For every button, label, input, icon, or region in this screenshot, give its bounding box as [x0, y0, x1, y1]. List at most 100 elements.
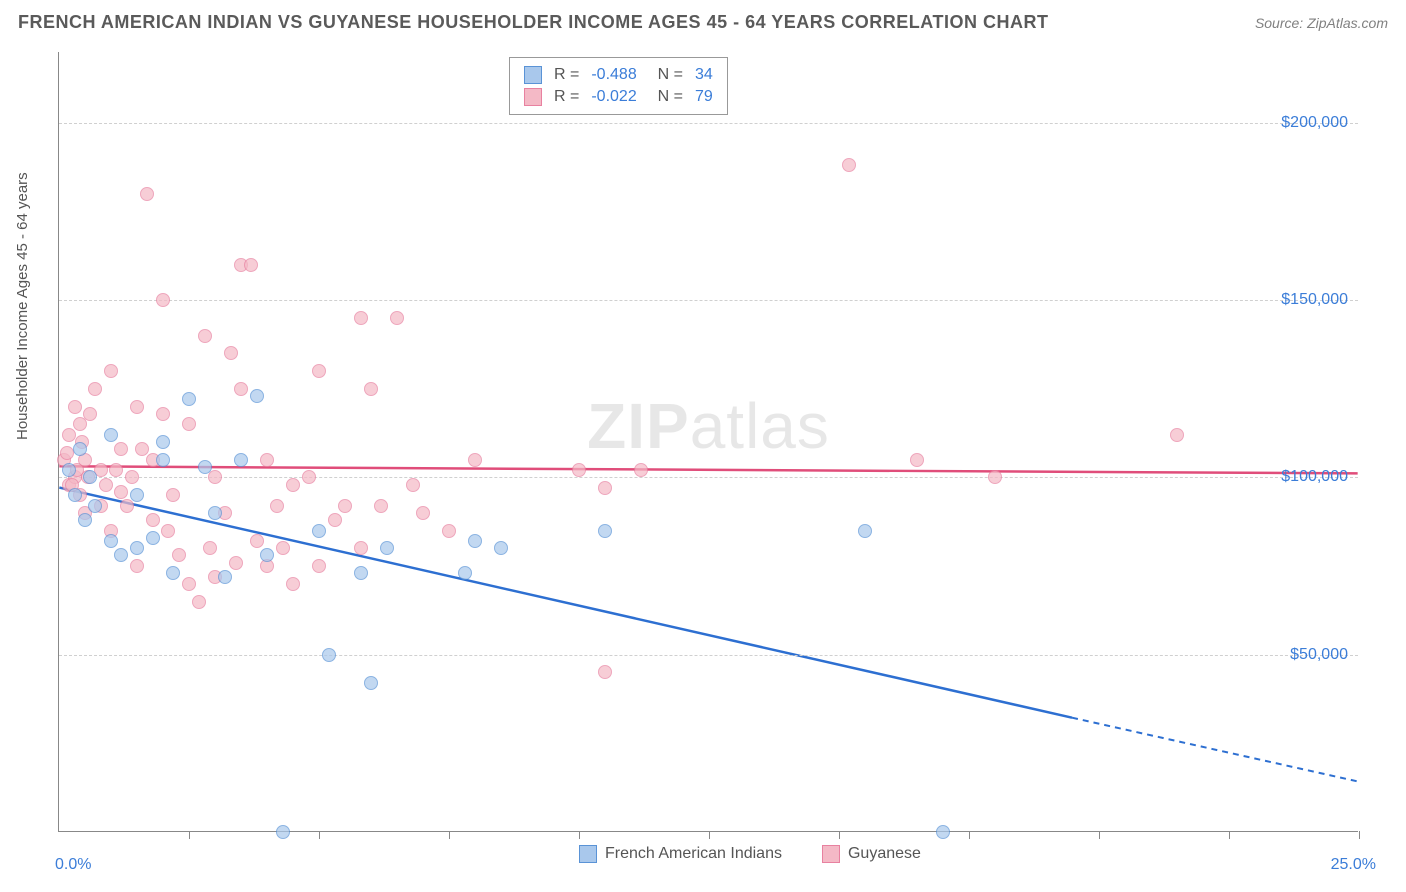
- gridline: [59, 123, 1358, 124]
- legend-swatch: [822, 845, 840, 863]
- data-point: [104, 428, 118, 442]
- data-point: [114, 442, 128, 456]
- data-point: [416, 506, 430, 520]
- data-point: [468, 453, 482, 467]
- data-point: [140, 187, 154, 201]
- legend-n-value: 79: [695, 88, 713, 106]
- data-point: [146, 531, 160, 545]
- legend-n-label: N =: [649, 66, 683, 84]
- gridline: [59, 477, 1358, 478]
- source-label: Source: ZipAtlas.com: [1255, 15, 1388, 31]
- data-point: [276, 825, 290, 839]
- legend-swatch: [579, 845, 597, 863]
- data-point: [374, 499, 388, 513]
- data-point: [494, 541, 508, 555]
- data-point: [198, 460, 212, 474]
- legend-r-label: R =: [554, 66, 579, 84]
- data-point: [406, 478, 420, 492]
- data-point: [224, 346, 238, 360]
- data-point: [166, 488, 180, 502]
- data-point: [442, 524, 456, 538]
- data-point: [73, 442, 87, 456]
- data-point: [62, 428, 76, 442]
- data-point: [598, 665, 612, 679]
- legend-r-value: -0.488: [591, 66, 636, 84]
- data-point: [99, 478, 113, 492]
- gridline: [59, 300, 1358, 301]
- data-point: [354, 541, 368, 555]
- data-point: [109, 463, 123, 477]
- data-point: [260, 453, 274, 467]
- x-tick: [449, 831, 450, 839]
- x-tick: [1359, 831, 1360, 839]
- data-point: [83, 470, 97, 484]
- legend-r-label: R =: [554, 88, 579, 106]
- data-point: [130, 488, 144, 502]
- data-point: [166, 566, 180, 580]
- chart-title: FRENCH AMERICAN INDIAN VS GUYANESE HOUSE…: [18, 12, 1048, 33]
- data-point: [130, 541, 144, 555]
- data-point: [229, 556, 243, 570]
- data-point: [208, 470, 222, 484]
- data-point: [312, 559, 326, 573]
- y-tick-label: $100,000: [1281, 468, 1348, 486]
- data-point: [250, 534, 264, 548]
- x-tick: [1229, 831, 1230, 839]
- data-point: [114, 548, 128, 562]
- legend-series-name: French American Indians: [605, 845, 782, 863]
- data-point: [156, 435, 170, 449]
- data-point: [135, 442, 149, 456]
- data-point: [328, 513, 342, 527]
- trend-line-extrapolated: [1072, 718, 1358, 782]
- data-point: [192, 595, 206, 609]
- data-point: [130, 559, 144, 573]
- data-point: [598, 481, 612, 495]
- data-point: [244, 258, 258, 272]
- data-point: [125, 470, 139, 484]
- data-point: [338, 499, 352, 513]
- x-axis-min: 0.0%: [55, 856, 91, 874]
- legend-n-value: 34: [695, 66, 713, 84]
- data-point: [312, 524, 326, 538]
- data-point: [218, 570, 232, 584]
- data-point: [182, 417, 196, 431]
- data-point: [858, 524, 872, 538]
- watermark: ZIPatlas: [587, 389, 830, 463]
- data-point: [104, 364, 118, 378]
- y-axis-label: Householder Income Ages 45 - 64 years: [14, 172, 31, 440]
- data-point: [354, 566, 368, 580]
- data-point: [156, 293, 170, 307]
- data-point: [364, 382, 378, 396]
- data-point: [172, 548, 186, 562]
- data-point: [276, 541, 290, 555]
- data-point: [286, 478, 300, 492]
- data-point: [250, 389, 264, 403]
- data-point: [130, 400, 144, 414]
- y-tick-label: $150,000: [1281, 291, 1348, 309]
- legend-swatch: [524, 66, 542, 84]
- gridline: [59, 655, 1358, 656]
- data-point: [114, 485, 128, 499]
- data-point: [322, 648, 336, 662]
- data-point: [260, 548, 274, 562]
- data-point: [68, 400, 82, 414]
- series-legend: French American IndiansGuyanese: [579, 845, 921, 863]
- data-point: [68, 488, 82, 502]
- data-point: [910, 453, 924, 467]
- legend-n-label: N =: [649, 88, 683, 106]
- data-point: [208, 506, 222, 520]
- data-point: [182, 577, 196, 591]
- x-tick: [969, 831, 970, 839]
- legend-swatch: [524, 88, 542, 106]
- data-point: [458, 566, 472, 580]
- data-point: [60, 446, 74, 460]
- data-point: [354, 311, 368, 325]
- data-point: [182, 392, 196, 406]
- data-point: [634, 463, 648, 477]
- x-tick: [709, 831, 710, 839]
- data-point: [104, 534, 118, 548]
- x-tick: [1099, 831, 1100, 839]
- data-point: [572, 463, 586, 477]
- data-point: [73, 417, 87, 431]
- data-point: [936, 825, 950, 839]
